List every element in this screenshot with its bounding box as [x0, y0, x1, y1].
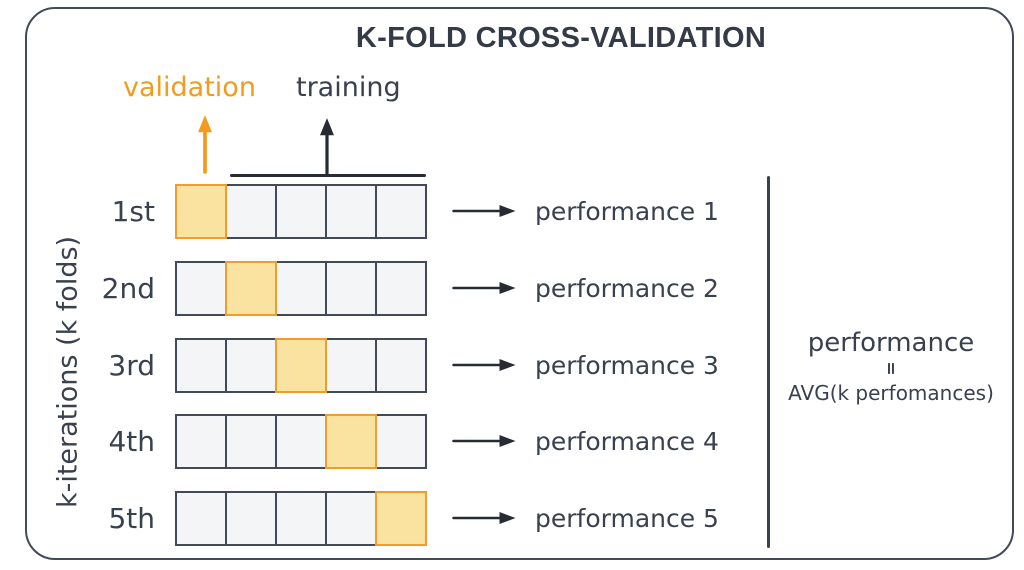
performance-label: performance 4 [535, 426, 719, 456]
training-cell [225, 413, 277, 469]
fold-row: 5th performance 5 [85, 490, 719, 546]
summary-block: performance = AVG(k perfomances) [770, 328, 1012, 405]
fold-label: 5th [108, 501, 155, 535]
fold-cells [175, 183, 427, 239]
training-cell [375, 260, 427, 316]
fold-row: 2nd performance 2 [85, 260, 719, 316]
summary-performance-text: performance [807, 328, 975, 358]
fold-cells [175, 337, 427, 393]
validation-cell [275, 337, 327, 393]
fold-cells [175, 413, 427, 469]
training-cell [275, 260, 327, 316]
validation-cell [325, 413, 377, 469]
training-cell [175, 413, 227, 469]
training-cell [175, 337, 227, 393]
performance-label: performance 3 [535, 350, 719, 380]
training-legend-label: training [296, 72, 401, 103]
right-arrow-icon [452, 359, 516, 371]
diagram-title: K-FOLD CROSS-VALIDATION [355, 22, 767, 54]
validation-legend-label: validation [123, 72, 256, 103]
validation-cell [175, 183, 227, 239]
validation-cell [225, 260, 277, 316]
performance-label: performance 2 [535, 273, 719, 303]
training-cell [275, 183, 327, 239]
summary-divider-line [767, 176, 770, 548]
right-arrow-icon [452, 205, 516, 217]
fold-row: 4th performance 4 [85, 413, 719, 469]
fold-cells [175, 490, 427, 546]
training-cell [225, 183, 277, 239]
fold-cells [175, 260, 427, 316]
fold-row: 3rd performance 3 [85, 337, 719, 393]
fold-label: 1st [111, 194, 155, 228]
training-cell [375, 337, 427, 393]
training-cell [325, 260, 377, 316]
fold-label: 3rd [108, 348, 155, 382]
training-cell [225, 490, 277, 546]
fold-row: 1st performance 1 [85, 183, 719, 239]
training-cell [325, 183, 377, 239]
fold-label: 2nd [101, 271, 155, 305]
training-cell [175, 260, 227, 316]
training-cell [175, 490, 227, 546]
training-cell [275, 413, 327, 469]
training-up-arrow-icon [320, 118, 334, 177]
right-arrow-icon [452, 282, 516, 294]
validation-up-arrow-icon [198, 115, 212, 174]
summary-avg-text: AVG(k perfomances) [788, 381, 994, 405]
training-cell [275, 490, 327, 546]
fold-label: 4th [108, 424, 155, 458]
training-cell [225, 337, 277, 393]
training-cell [375, 183, 427, 239]
validation-cell [375, 490, 427, 546]
y-axis-label: k-iterations (k folds) [52, 235, 84, 509]
training-cell [325, 337, 377, 393]
training-cell [375, 413, 427, 469]
equals-sign: = [881, 361, 901, 377]
right-arrow-icon [452, 512, 516, 524]
training-bracket-line [230, 174, 426, 177]
performance-label: performance 1 [535, 196, 719, 226]
performance-label: performance 5 [535, 503, 719, 533]
right-arrow-icon [452, 435, 516, 447]
training-cell [325, 490, 377, 546]
